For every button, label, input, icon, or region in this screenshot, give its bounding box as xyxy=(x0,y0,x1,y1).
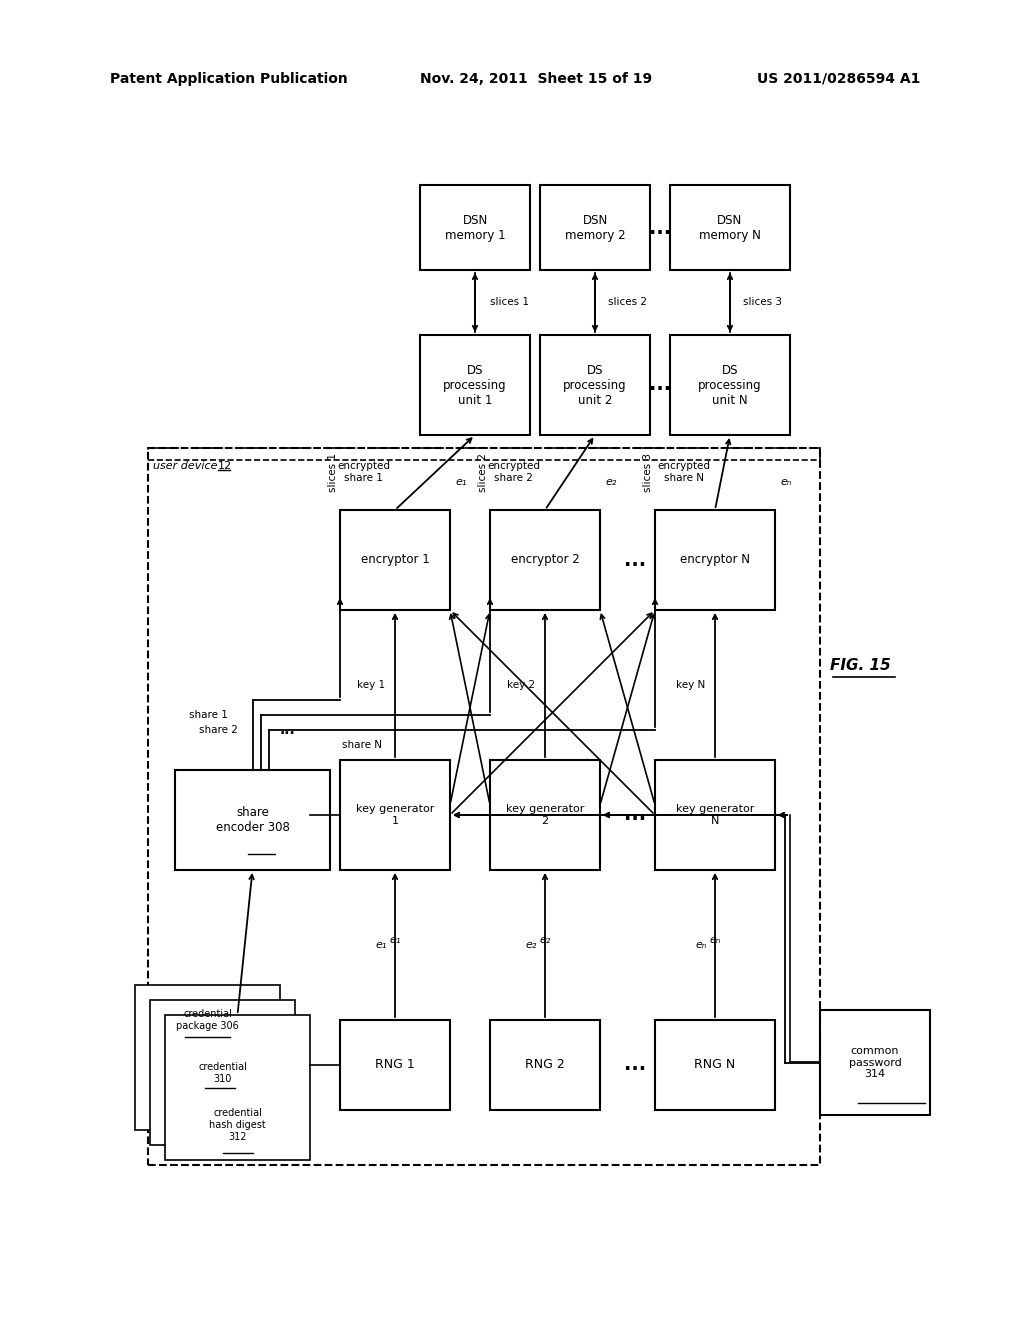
Bar xyxy=(340,760,450,870)
Text: DSN
memory N: DSN memory N xyxy=(699,214,761,242)
Text: e₂: e₂ xyxy=(525,940,537,950)
Text: common
password
314: common password 314 xyxy=(849,1045,901,1080)
Bar xyxy=(175,770,330,870)
Bar xyxy=(655,510,775,610)
Text: key generator
N: key generator N xyxy=(676,804,755,826)
Text: key generator
1: key generator 1 xyxy=(355,804,434,826)
Text: Nov. 24, 2011  Sheet 15 of 19: Nov. 24, 2011 Sheet 15 of 19 xyxy=(420,73,652,86)
Text: encryptor 1: encryptor 1 xyxy=(360,553,429,566)
Bar xyxy=(670,335,790,436)
Text: user device: user device xyxy=(153,461,221,471)
Text: DSN
memory 1: DSN memory 1 xyxy=(444,214,505,242)
Text: DS
processing
unit N: DS processing unit N xyxy=(698,363,762,407)
Text: key N: key N xyxy=(676,680,705,690)
Bar xyxy=(655,1020,775,1110)
Text: key generator
2: key generator 2 xyxy=(506,804,584,826)
Text: eₙ: eₙ xyxy=(780,477,792,487)
Bar xyxy=(655,760,775,870)
Bar xyxy=(420,185,530,271)
Text: ...: ... xyxy=(280,723,295,737)
Bar xyxy=(148,447,820,459)
Text: eₙ: eₙ xyxy=(710,935,721,945)
Text: key 2: key 2 xyxy=(507,680,535,690)
Bar xyxy=(150,1001,295,1144)
Bar xyxy=(135,985,280,1130)
Text: ...: ... xyxy=(649,375,671,395)
Text: encrypted
share 2: encrypted share 2 xyxy=(487,461,540,483)
Text: e₂: e₂ xyxy=(605,477,616,487)
Text: credential
310: credential 310 xyxy=(198,1063,247,1084)
Text: key 1: key 1 xyxy=(357,680,385,690)
Bar xyxy=(540,185,650,271)
Text: US 2011/0286594 A1: US 2011/0286594 A1 xyxy=(757,73,920,86)
Bar xyxy=(340,510,450,610)
Text: share 1: share 1 xyxy=(188,710,227,719)
Bar xyxy=(420,335,530,436)
Text: eₙ: eₙ xyxy=(695,940,707,950)
Bar xyxy=(148,447,820,1166)
Bar xyxy=(340,1020,450,1110)
Text: encrypted
share 1: encrypted share 1 xyxy=(337,461,390,483)
Text: RNG N: RNG N xyxy=(694,1059,735,1072)
Text: slices 3: slices 3 xyxy=(643,453,653,491)
Text: e₂: e₂ xyxy=(540,935,551,945)
Text: e₁: e₁ xyxy=(389,935,400,945)
Text: ...: ... xyxy=(624,550,646,569)
Text: share 2: share 2 xyxy=(199,725,238,735)
Text: slices 2: slices 2 xyxy=(608,297,647,308)
Bar xyxy=(165,1015,310,1160)
Text: slices 3: slices 3 xyxy=(743,297,782,308)
Text: 12: 12 xyxy=(218,461,232,471)
Bar xyxy=(490,510,600,610)
Bar xyxy=(670,185,790,271)
Bar xyxy=(490,760,600,870)
Text: encryptor 2: encryptor 2 xyxy=(511,553,580,566)
Text: credential
package 306: credential package 306 xyxy=(176,1010,239,1031)
Text: slices 1: slices 1 xyxy=(328,453,338,491)
Text: DSN
memory 2: DSN memory 2 xyxy=(564,214,626,242)
Text: credential
hash digest
312: credential hash digest 312 xyxy=(209,1109,266,1142)
Text: share N: share N xyxy=(342,741,383,750)
Text: ...: ... xyxy=(649,219,671,238)
Text: encryptor N: encryptor N xyxy=(680,553,750,566)
Text: Patent Application Publication: Patent Application Publication xyxy=(110,73,348,86)
Text: DS
processing
unit 1: DS processing unit 1 xyxy=(443,363,507,407)
Text: e₁: e₁ xyxy=(376,940,387,950)
Text: slices 2: slices 2 xyxy=(478,453,488,491)
Text: DS
processing
unit 2: DS processing unit 2 xyxy=(563,363,627,407)
Text: RNG 2: RNG 2 xyxy=(525,1059,565,1072)
Bar xyxy=(540,335,650,436)
Text: ...: ... xyxy=(624,805,646,825)
Text: ...: ... xyxy=(624,1056,646,1074)
Text: encrypted
share N: encrypted share N xyxy=(657,461,710,483)
Text: FIG. 15: FIG. 15 xyxy=(829,657,891,672)
Text: RNG 1: RNG 1 xyxy=(375,1059,415,1072)
Bar xyxy=(820,1010,930,1115)
Text: share
encoder 308: share encoder 308 xyxy=(216,807,290,834)
Text: slices 1: slices 1 xyxy=(490,297,529,308)
Text: e₁: e₁ xyxy=(455,477,466,487)
Bar xyxy=(490,1020,600,1110)
